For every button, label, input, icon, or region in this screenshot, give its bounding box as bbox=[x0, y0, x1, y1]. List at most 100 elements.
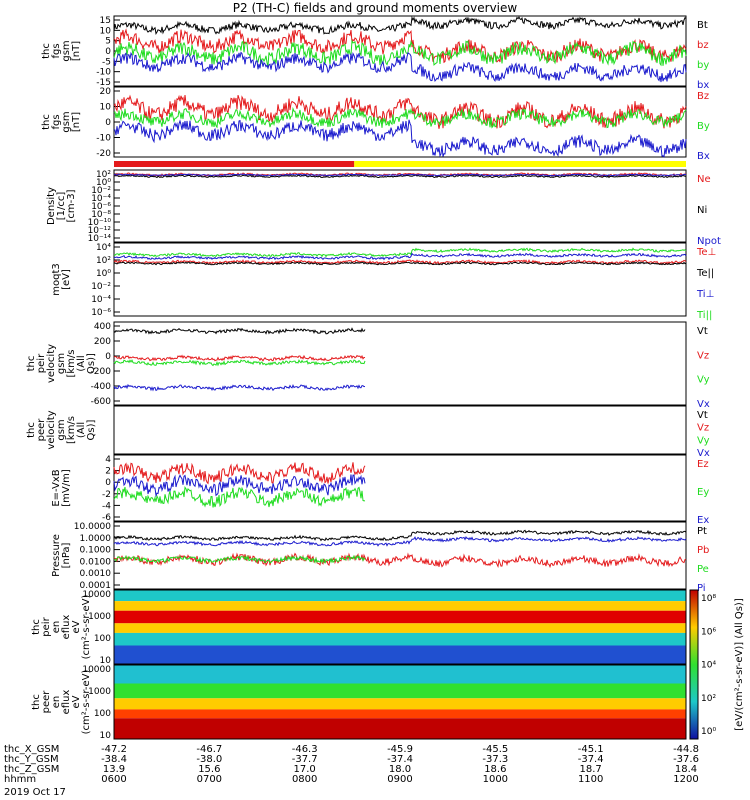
ylabel-group: Pressure [nPa] bbox=[51, 534, 72, 577]
legend-Bt: Bt bbox=[697, 20, 708, 31]
xtick-label: -44.8 bbox=[673, 744, 699, 755]
spectrogram-peir-frame bbox=[113, 589, 687, 665]
xtick-label: -37.7 bbox=[292, 754, 318, 765]
legend-Bz: Bz bbox=[697, 91, 709, 102]
xtick-label: 0900 bbox=[387, 774, 412, 785]
ylabel-group: thc peir velocity gsm [km/s (All Qs)] bbox=[26, 344, 97, 383]
region-bar-red bbox=[114, 161, 355, 167]
xtick-label: 17.0 bbox=[294, 764, 316, 775]
xtick-label: 0600 bbox=[101, 774, 126, 785]
ylabel-word: thc bbox=[26, 422, 37, 438]
colorbar-tick: 10⁰ bbox=[701, 727, 716, 737]
legend-bx: bx bbox=[697, 80, 709, 91]
xtick-label: 18.0 bbox=[389, 764, 411, 775]
ytick-label: 10⁻⁴ bbox=[91, 194, 111, 204]
ylabel-word: [nT] bbox=[71, 112, 82, 132]
ylabel-word: (cm²-s-sr-eV) bbox=[81, 670, 92, 735]
panel-frame-3 bbox=[113, 242, 687, 317]
ytick-label: 10⁻² bbox=[91, 186, 111, 196]
xtick-label: -46.7 bbox=[196, 744, 222, 755]
ylabel-word: eflux bbox=[61, 690, 72, 715]
xtick-label: 1200 bbox=[673, 774, 698, 785]
series-bz bbox=[113, 28, 687, 64]
ytick-label: -15 bbox=[96, 78, 111, 88]
series-Pe bbox=[113, 554, 366, 565]
ytick-label: -600 bbox=[91, 397, 112, 407]
xtick-label: -37.3 bbox=[482, 754, 508, 765]
ytick-label: 10⁰ bbox=[96, 269, 111, 279]
region-bar-yellow bbox=[354, 161, 686, 167]
ylabel-word: (cm²-s-sr-eV) bbox=[81, 595, 92, 660]
ylabel-word: peir bbox=[41, 616, 52, 636]
xtick-label: 1000 bbox=[483, 774, 508, 785]
xtick-label: 18.7 bbox=[580, 764, 602, 775]
ytick-label: 0 bbox=[105, 118, 111, 128]
ytick-label: 10² bbox=[96, 170, 111, 180]
ytick-label: 0.0010 bbox=[80, 569, 112, 579]
ylabel-word: [cm-3] bbox=[66, 189, 77, 222]
ylabel-group: Density [1/cc] [cm-3] bbox=[46, 187, 77, 225]
legend-by: by bbox=[697, 60, 709, 71]
ytick-label: 0.1000 bbox=[80, 546, 112, 556]
ytick-label: 0 bbox=[105, 352, 111, 362]
series-Bz bbox=[113, 94, 687, 129]
ylabel-group: thc fgs gsm [nT] bbox=[41, 40, 82, 61]
spectro-band bbox=[114, 610, 686, 624]
ylabel-word: [km/s bbox=[66, 416, 77, 444]
xtick-label: -46.3 bbox=[292, 744, 318, 755]
spectro-band bbox=[114, 590, 686, 602]
ytick-label: 5 bbox=[105, 37, 111, 47]
legend-Ti⊥: Ti⊥ bbox=[696, 289, 714, 300]
series-By bbox=[113, 106, 687, 129]
ytick-label: 15 bbox=[100, 16, 111, 26]
ylabel-word: thc bbox=[26, 356, 37, 372]
legend-Npot: Npot bbox=[697, 236, 721, 247]
ytick-label: 10.0000 bbox=[74, 522, 111, 532]
panel-frame-7 bbox=[113, 521, 687, 590]
ylabel-word: peer bbox=[41, 690, 52, 714]
ytick-label: 10² bbox=[96, 256, 111, 266]
legend-Vx: Vx bbox=[697, 399, 710, 410]
series-Pt bbox=[114, 529, 687, 542]
xtick-label: -38.4 bbox=[101, 754, 127, 765]
ylabel-word: (All bbox=[76, 355, 87, 371]
legend-Ti||: Ti|| bbox=[696, 310, 712, 321]
colorbar-tick: 10⁸ bbox=[701, 594, 716, 604]
ytick-label: 10⁻⁴ bbox=[91, 295, 111, 305]
ytick-label: 200 bbox=[94, 337, 111, 347]
ylabel-word: peer bbox=[36, 418, 47, 442]
ylabel-word: eV bbox=[71, 695, 82, 708]
xtick-label: 18.6 bbox=[484, 764, 506, 775]
ytick-label: 10 bbox=[100, 103, 112, 113]
ylabel-word: Density bbox=[46, 187, 57, 225]
ylabel-word: peir bbox=[36, 353, 47, 373]
panel-frame-0 bbox=[113, 15, 687, 87]
ylabel-word: [mV/m] bbox=[61, 469, 72, 507]
series-Pb bbox=[113, 552, 687, 569]
ylabel-word: gsm bbox=[61, 40, 72, 61]
spectro-band bbox=[114, 665, 686, 684]
legend-Te||: Te|| bbox=[696, 268, 714, 279]
legend-Ex: Ex bbox=[697, 515, 709, 526]
ylabel-word: eflux bbox=[61, 615, 72, 640]
xtick-label: 0700 bbox=[197, 774, 222, 785]
spectro-band bbox=[114, 645, 686, 664]
ylabel-word: [nPa] bbox=[61, 542, 72, 568]
xtick-label: -47.2 bbox=[101, 744, 127, 755]
series-Tipar bbox=[113, 247, 687, 258]
series-Vz bbox=[113, 354, 366, 362]
legend-Vx: Vx bbox=[697, 448, 710, 459]
ylabel-word: Qs)] bbox=[86, 353, 97, 374]
ytick-label: 400 bbox=[94, 322, 111, 332]
ytick-label: 10000 bbox=[82, 665, 111, 675]
ytick-label: 10⁻⁸ bbox=[91, 210, 111, 220]
ytick-label: -10 bbox=[96, 134, 111, 144]
xtick-label: 1100 bbox=[578, 774, 603, 785]
series-Vt bbox=[113, 327, 366, 335]
ylabel-word: gsm bbox=[56, 353, 67, 374]
ytick-label: 10⁻¹⁴ bbox=[88, 234, 112, 244]
ytick-label: 10⁰ bbox=[96, 178, 111, 188]
ytick-label: 100 bbox=[94, 709, 111, 719]
legend-bz: bz bbox=[697, 40, 709, 51]
